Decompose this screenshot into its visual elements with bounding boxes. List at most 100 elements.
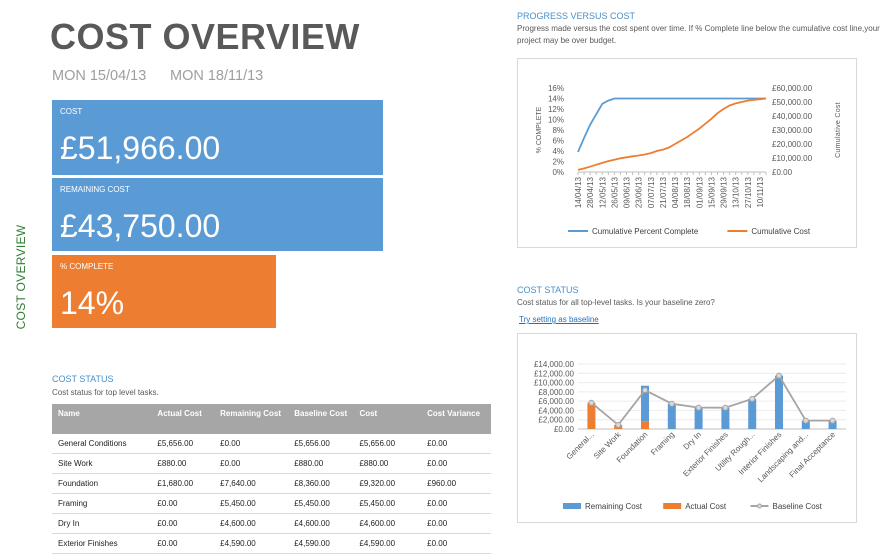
legend-swatch [663, 503, 682, 509]
series-line [577, 97, 766, 153]
y-tick-label: £14,000.00 [534, 360, 575, 369]
table-cell: Dry In [52, 513, 152, 534]
series-line [577, 97, 767, 171]
start-date: MON 15/04/13 [52, 68, 147, 84]
y2-tick-label: £10,000.00 [772, 154, 813, 163]
x-tick-label: 26/05/13 [610, 176, 619, 208]
table-cell: £5,450.00 [288, 493, 354, 514]
table-header-cell[interactable]: Actual Cost [151, 404, 215, 434]
legend-swatch [563, 503, 581, 509]
progress-chart[interactable]: 0% 2% 4% 6% 8% 10% 12% 14% 16% £0.00 £10,000.00 £20… [517, 58, 857, 248]
bar-remaining-cost [721, 407, 730, 429]
progress-chart-svg: 0%2% 4%6% 8%10% 12%14% 16% £0.00 £10,000.00 £20… [536, 84, 842, 236]
x-tick-label: 29/09/13 [720, 176, 729, 208]
y2-tick-label: £30,000.00 [772, 126, 813, 135]
table-cell: £5,656.00 [151, 434, 215, 454]
y-tick-label: £8,000.00 [538, 388, 574, 397]
table-cell: £960.00 [421, 473, 491, 494]
x-tick-label: 23/06/13 [635, 176, 644, 208]
table-cell: £0.00 [151, 533, 215, 554]
table-header-cell[interactable]: Name [52, 404, 152, 434]
table-cell: £0.00 [214, 434, 289, 454]
table-row[interactable]: Foundation £1,680.00 £7,640.00 £8,360.00 £9,… [52, 473, 491, 494]
remaining-cost-tile-label: REMAINING COST [60, 185, 130, 194]
set-baseline-link[interactable]: Try setting as baseline [519, 315, 599, 324]
table-cell: £0.00 [421, 533, 491, 554]
cost-tile-value: £51,966.00 [60, 130, 221, 166]
cost-status-chart-svg: £0.00£2,000.00£4,000.00£6,000.00£8,000.0… [534, 360, 846, 511]
table-cell: £0.00 [421, 434, 491, 454]
baseline-point [749, 395, 756, 402]
table-header-cell[interactable]: Baseline Cost [288, 404, 354, 434]
table-cell: £0.00 [421, 513, 491, 534]
cost-tile-label: COST [60, 107, 83, 116]
bar-remaining-cost [775, 375, 783, 429]
table-cell: £8,360.00 [288, 473, 354, 494]
cost-tile[interactable]: COST £51,966.00 [52, 100, 383, 175]
baseline-point [695, 404, 702, 411]
cost-status-right-title: COST STATUS [517, 285, 579, 295]
table-cell: £0.00 [421, 493, 491, 514]
x-tick-label: 09/06/13 [623, 176, 632, 208]
legend-label: Actual Cost [685, 502, 727, 511]
table-cell: £0.00 [151, 493, 215, 514]
percent-complete-tile[interactable]: % COMPLETE 14% [52, 255, 276, 328]
page-title: COST OVERVIEW [50, 16, 360, 57]
x-tick-label: 07/07/13 [647, 176, 656, 208]
table-cell: £880.00 [288, 453, 354, 474]
bar-remaining-cost [801, 420, 810, 429]
bar-remaining-cost [828, 420, 837, 429]
table-cell: £4,590.00 [288, 533, 354, 554]
x-tick-label: Landscaping and... [756, 430, 810, 484]
y-tick-label: £2,000.00 [538, 416, 574, 425]
y-tick-label: 8% [552, 126, 564, 135]
table-header-cell[interactable]: Cost Variance [421, 404, 491, 434]
x-tick-label: 01/09/13 [695, 176, 704, 208]
table-cell: £4,590.00 [353, 533, 422, 554]
legend-label: Cumulative Percent Complete [592, 227, 699, 236]
table-cell: £1,680.00 [151, 473, 215, 494]
table-cell: £4,600.00 [288, 513, 354, 534]
table-row[interactable]: Site Work £880.00 £0.00 £880.00 £880.00 £0.00 [52, 453, 491, 474]
y-tick-label: 2% [552, 158, 564, 167]
percent-complete-tile-label: % COMPLETE [60, 262, 114, 271]
table-row[interactable]: Dry In £0.00 £4,600.00 £4,600.00 £4,600.00 £0… [52, 513, 491, 534]
y-axis-title: % COMPLETE [536, 106, 543, 153]
x-tick-label: 12/05/13 [598, 176, 607, 208]
y-tick-label: 16% [548, 84, 564, 93]
baseline-point [615, 421, 622, 428]
table-cell: £880.00 [151, 453, 215, 474]
table-header-cell[interactable]: Cost [353, 404, 422, 434]
bar-remaining-cost [694, 407, 703, 429]
x-tick-label: Dry In [682, 430, 703, 451]
table-cell: Site Work [52, 453, 152, 474]
progress-section-subtitle: Progress made versus the cost spent over… [517, 24, 880, 45]
table-cell: £4,590.00 [214, 533, 289, 554]
table-cell: £0.00 [421, 453, 491, 474]
cost-status-left-subtitle: Cost status for top level tasks. [52, 388, 159, 397]
table-cell: Exterior Finishes [52, 533, 152, 554]
bar-remaining-cost [667, 403, 676, 429]
legend-marker [757, 503, 762, 509]
remaining-cost-tile-value: £43,750.00 [60, 208, 221, 244]
x-tick-label: 15/09/13 [707, 176, 716, 208]
y-tick-label: 12% [548, 105, 564, 114]
x-tick-label: 14/04/13 [574, 176, 583, 208]
y-tick-label: 14% [548, 95, 564, 104]
y-tick-label: 10% [548, 116, 564, 125]
table-cell: £0.00 [151, 513, 215, 534]
baseline-point [642, 387, 648, 394]
y2-axis-title: Cumulative Cost [835, 102, 842, 158]
cost-status-table[interactable]: Name Actual Cost Remaining Cost Baseline Co… [52, 404, 491, 554]
y-tick-label: £4,000.00 [538, 406, 574, 415]
table-row[interactable]: General Conditions £5,656.00 £0.00 £5,656.0… [52, 434, 491, 454]
table-row[interactable]: Framing £0.00 £5,450.00 £5,450.00 £5,450.00 £… [52, 493, 491, 514]
cost-status-chart[interactable]: £0.00 £2,000.00 £4,000.00 £6,000.00 £8,000.0… [517, 333, 857, 523]
y-tick-label: £12,000.00 [534, 369, 575, 378]
table-cell: £4,600.00 [214, 513, 289, 534]
table-header-cell[interactable]: Remaining Cost [214, 404, 289, 434]
remaining-cost-tile[interactable]: REMAINING COST £43,750.00 [52, 178, 383, 251]
y-tick-label: 4% [552, 147, 564, 156]
baseline-line [590, 374, 833, 427]
table-row[interactable]: Exterior Finishes £0.00 £4,590.00 £4,590.00… [52, 533, 491, 554]
